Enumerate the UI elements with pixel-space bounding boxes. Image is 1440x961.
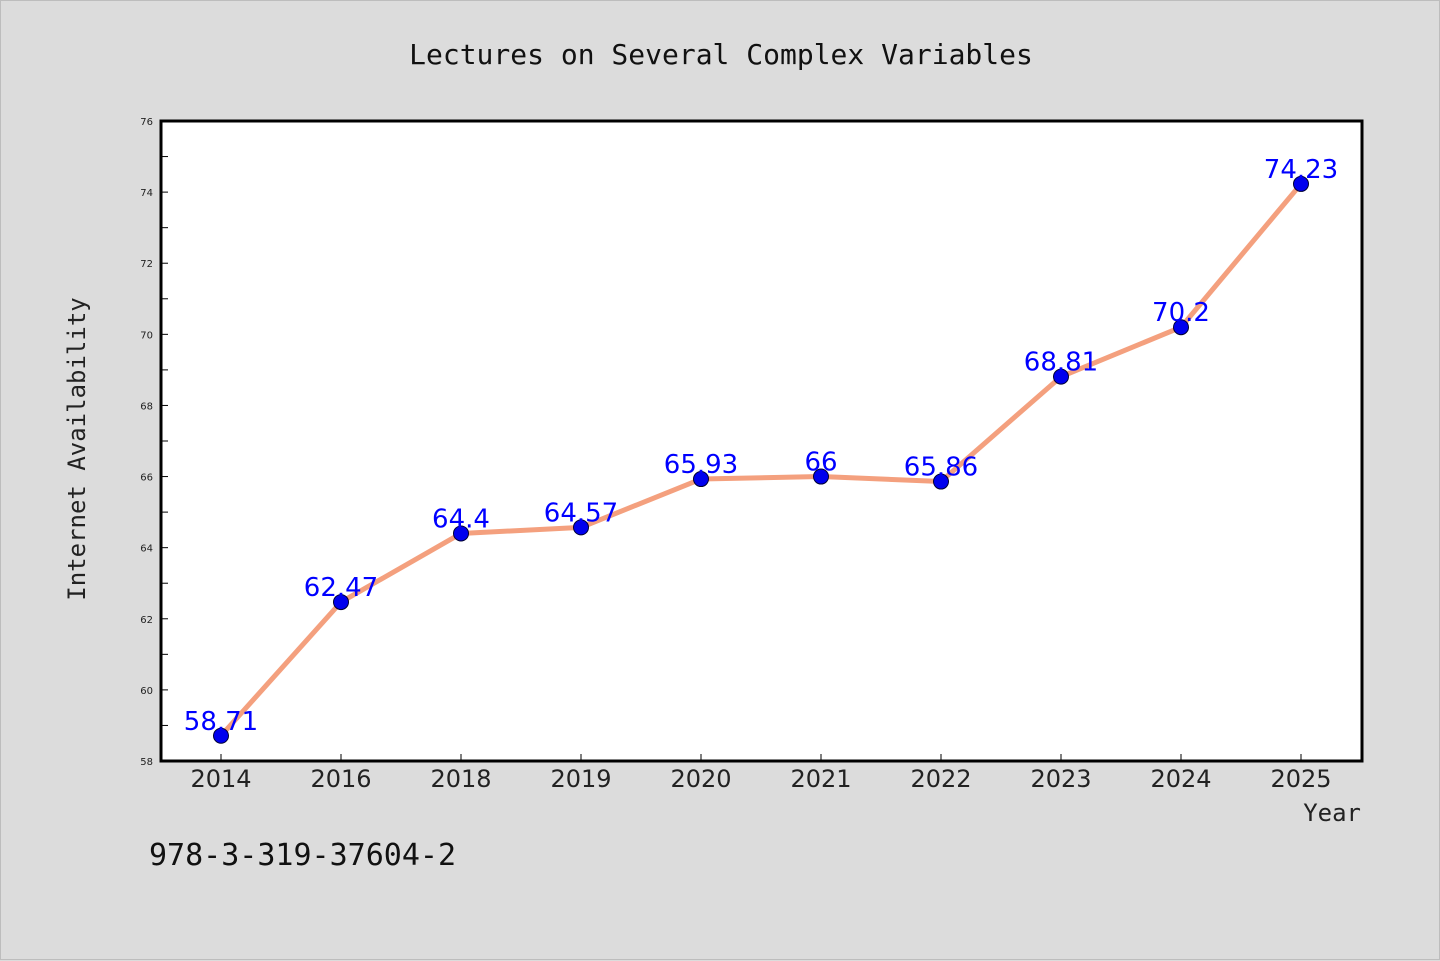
data-label: 64.4 xyxy=(432,504,490,534)
data-point xyxy=(333,594,349,611)
y-tick-label: 60 xyxy=(140,686,153,697)
isbn-text: 978-3-319-37604-2 xyxy=(149,838,456,873)
data-point xyxy=(693,471,709,488)
y-tick-label: 62 xyxy=(140,615,153,626)
data-line xyxy=(218,181,1304,739)
x-tick-label: 2025 xyxy=(1270,765,1331,793)
y-tick-label: 66 xyxy=(140,473,153,484)
data-point xyxy=(1293,175,1309,192)
y-tick-label: 70 xyxy=(140,330,153,341)
chart-title: Lectures on Several Complex Variables xyxy=(409,38,1033,71)
data-label: 70.2 xyxy=(1152,298,1210,328)
data-point xyxy=(453,525,469,542)
plot-area xyxy=(159,119,1364,763)
x-tick-label: 2023 xyxy=(1030,765,1091,793)
data-labels: 58.71 62.47 64.4 64.57 65.93 66 65.86 68.81 70.2… xyxy=(184,155,1338,737)
data-point xyxy=(933,473,949,490)
y-tick-label: 74 xyxy=(140,188,153,199)
x-tick-label: 2014 xyxy=(190,765,251,793)
data-label: 74.23 xyxy=(1264,155,1338,185)
data-point xyxy=(1173,319,1189,336)
series-line xyxy=(218,181,1304,739)
y-tick-label: 76 xyxy=(140,117,153,128)
x-tick-label: 2022 xyxy=(910,765,971,793)
data-label: 65.86 xyxy=(904,453,978,483)
data-label: 62.47 xyxy=(304,573,378,603)
y-tick-label: 58 xyxy=(140,757,153,768)
y-tick-label: 72 xyxy=(140,259,153,270)
x-tick-label: 2016 xyxy=(310,765,371,793)
data-label: 65.93 xyxy=(664,450,738,480)
data-label: 66 xyxy=(804,448,837,478)
data-point xyxy=(213,727,229,744)
data-label: 64.57 xyxy=(544,498,618,528)
y-tick-label: 68 xyxy=(140,401,153,412)
x-tick-label: 2020 xyxy=(670,765,731,793)
x-tick-label: 2019 xyxy=(550,765,611,793)
data-point xyxy=(813,468,829,485)
x-tick-label: 2024 xyxy=(1150,765,1211,793)
x-tick-label: 2018 xyxy=(430,765,491,793)
x-axis-label: Year xyxy=(1303,799,1361,827)
x-tick-label: 2021 xyxy=(790,765,851,793)
y-axis: 58 60 62 64 66 68 70 72 74 76 xyxy=(140,117,168,768)
y-tick-label: 64 xyxy=(140,544,153,555)
y-axis-label: Internet Availability xyxy=(63,297,91,600)
data-point xyxy=(573,519,589,536)
data-point xyxy=(1053,368,1069,385)
data-label: 58.71 xyxy=(184,707,258,737)
data-label: 68.81 xyxy=(1024,348,1098,378)
x-axis: 2014 2016 2018 2019 2020 2021 2022 2023 2024 2025 xyxy=(190,754,1332,793)
series-markers xyxy=(213,175,1309,744)
